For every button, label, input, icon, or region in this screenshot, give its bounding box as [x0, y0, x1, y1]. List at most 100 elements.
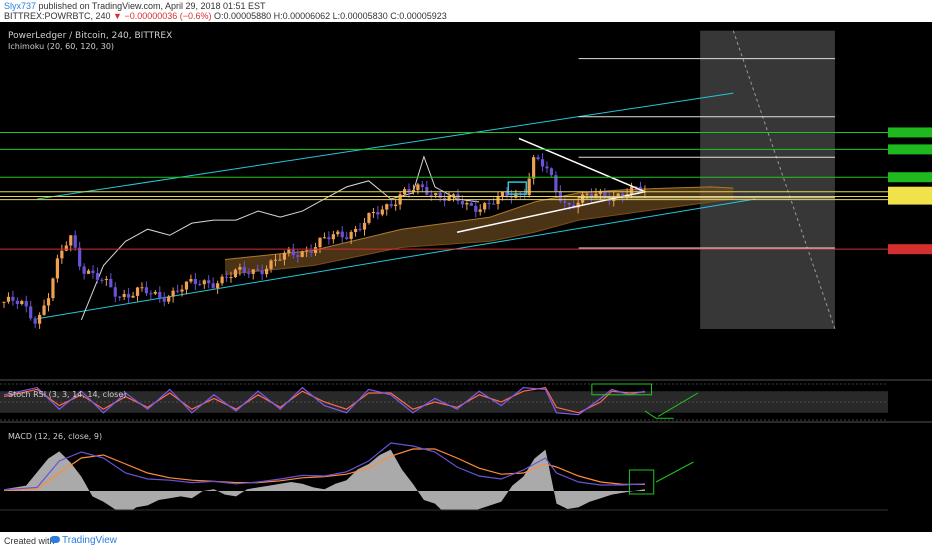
candle-body [389, 204, 393, 207]
candle-body [55, 258, 60, 279]
candle-body [207, 280, 211, 284]
candle-body [211, 283, 215, 288]
candle-body [264, 268, 269, 275]
candle-body [447, 195, 451, 201]
ohlc-text: O:0.00005880 H:0.00006062 L:0.00005830 C… [214, 11, 447, 21]
candle-body [100, 279, 104, 281]
macd-label: MACD (12, 26, close, 9) [8, 432, 102, 441]
candle-body [594, 193, 598, 198]
candle-body [540, 159, 545, 167]
candle-body [144, 287, 149, 294]
candle-body [180, 289, 184, 292]
candle-body [224, 276, 229, 278]
candle-body [175, 290, 180, 292]
candle-body [162, 297, 166, 302]
published-text: published on TradingView.com, April 29, … [38, 1, 266, 11]
candles [2, 153, 647, 329]
candle-body [38, 314, 42, 324]
candle-body [500, 191, 505, 197]
candle-body [385, 204, 389, 210]
fib-zone [700, 30, 836, 330]
time-axis[interactable] [0, 509, 932, 532]
price-axis[interactable] [888, 22, 932, 510]
candle-body [273, 259, 278, 261]
candle-body [554, 175, 558, 192]
candle-body [229, 277, 233, 279]
candle-body [460, 200, 465, 205]
symbol-ohlc-line: BITTREX:POWRBTC, 240 ▼ −0.00000036 (−0.6… [4, 11, 447, 21]
tradingview-brand[interactable]: TradingView [62, 535, 118, 546]
candle-body [238, 267, 242, 270]
channel-upper [37, 92, 734, 200]
candle-body [478, 209, 482, 212]
candle-body [91, 270, 95, 274]
stoch-highlight-box [591, 383, 653, 396]
candle-body [184, 281, 189, 290]
candle-body [318, 237, 322, 248]
candle-body [483, 203, 487, 210]
candle-body [69, 235, 73, 246]
cloud-span-b [224, 198, 734, 276]
time-axis-band [0, 510, 932, 532]
chart-title: PowerLedger / Bitcoin, 240, BITTREX [8, 31, 172, 41]
candle-body [371, 212, 376, 214]
candle-body [291, 249, 295, 256]
candle-body [567, 202, 571, 205]
macd-highlight-box [628, 469, 655, 495]
candle-body [309, 250, 313, 253]
candle-body [198, 284, 202, 286]
footer-bar: Created with TradingView [0, 532, 932, 550]
highlight-box [507, 181, 528, 195]
candle-body [33, 318, 37, 324]
candle-body [394, 204, 398, 207]
candle-body [496, 196, 500, 205]
chart-svg[interactable]: PowerLedger / Bitcoin, 240, BITTREX Ichi… [0, 22, 932, 532]
candle-body [202, 280, 206, 285]
stoch-rsi-label: Stoch RSI (3, 3, 14, 14, close) [8, 390, 126, 399]
candle-body [287, 249, 291, 253]
price-axis-bg [888, 22, 932, 510]
channel-lower [37, 198, 756, 320]
candle-body [425, 186, 429, 195]
candle-body [322, 237, 327, 239]
candle-body [313, 247, 318, 253]
candle-body [51, 278, 55, 299]
candle-body [376, 212, 380, 215]
candle-body [189, 279, 193, 282]
candle-body [46, 298, 51, 306]
candle-body [122, 294, 126, 297]
candle-body [411, 190, 416, 192]
publish-info: Slyx737 published on TradingView.com, Ap… [4, 1, 266, 11]
level-label-bg [888, 244, 932, 255]
candle-body [536, 157, 540, 160]
candle-body [29, 306, 33, 319]
candle-body [505, 191, 509, 196]
candle-body [2, 301, 6, 303]
triangle-side [518, 137, 646, 193]
candle-body [629, 186, 634, 195]
candle-body [140, 287, 144, 289]
level-label-bg [888, 194, 932, 205]
candle-body [296, 255, 300, 257]
candle-body [407, 189, 411, 192]
candle-body [576, 202, 580, 208]
macd-arrow-up [655, 461, 694, 483]
candle-body [474, 205, 478, 212]
candle-body [621, 193, 625, 197]
candle-body [336, 231, 340, 235]
candle-body [580, 194, 585, 203]
candle-body [153, 291, 157, 294]
cloud-span-a [224, 186, 734, 260]
candle-body [367, 212, 371, 223]
author-link[interactable]: Slyx737 [4, 1, 37, 11]
macd-histogram [4, 449, 645, 518]
candle-body [82, 266, 86, 274]
stoch-k-line [3, 386, 646, 416]
triangle-pattern [456, 137, 646, 233]
macd-signal-line [3, 448, 645, 491]
candle-body [167, 296, 171, 302]
candle-body [15, 300, 19, 304]
candle-body [78, 247, 82, 267]
chart-area[interactable]: PowerLedger / Bitcoin, 240, BITTREX Ichi… [0, 22, 932, 532]
candle-body [456, 194, 460, 201]
